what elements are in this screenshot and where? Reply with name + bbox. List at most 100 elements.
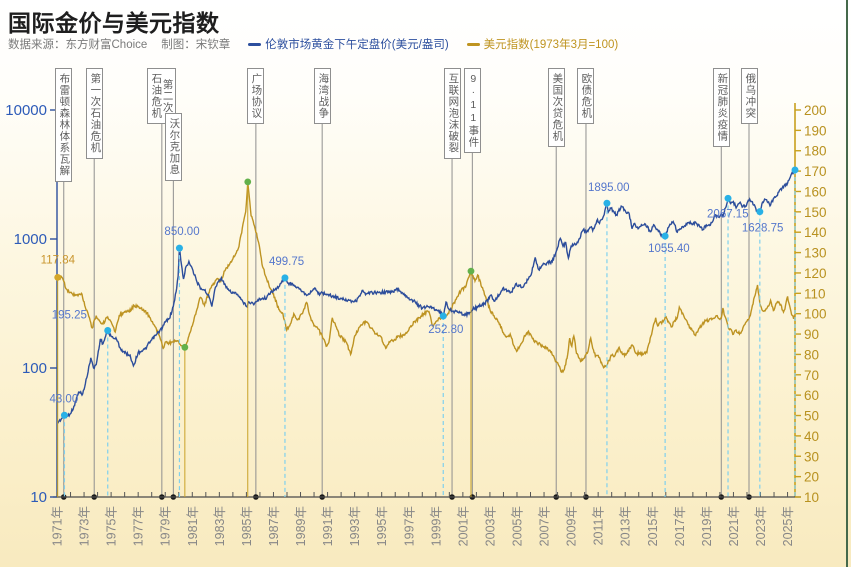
page-title: 国际金价与美元指数 bbox=[8, 10, 220, 36]
right-axis-tick-label: 110 bbox=[804, 286, 826, 301]
right-axis-tick-label: 70 bbox=[804, 368, 819, 383]
right-axis-tick-label: 130 bbox=[804, 246, 827, 261]
right-axis-tick-label: 50 bbox=[804, 409, 819, 424]
x-axis-tick-label: 1981年 bbox=[186, 506, 200, 546]
x-axis-tick-label: 1995年 bbox=[375, 506, 389, 546]
right-axis-tick-label: 180 bbox=[804, 144, 827, 159]
x-axis-tick-label: 1991年 bbox=[321, 506, 335, 546]
left-axis-tick-label: 10 bbox=[30, 489, 47, 506]
event-box-column: 新冠肺炎疫情 bbox=[716, 73, 729, 142]
event-box-column: 沃尔克加息 bbox=[168, 118, 181, 176]
x-axis-tick-label: 2023年 bbox=[754, 506, 768, 546]
x-axis-tick-label: 2025年 bbox=[781, 506, 795, 546]
data-source-label: 数据来源：东方财富Choice bbox=[8, 39, 148, 51]
left-axis-tick-label: 1000 bbox=[14, 231, 47, 248]
event-box: 欧债危机 bbox=[577, 68, 595, 124]
x-axis-tick-label: 2015年 bbox=[646, 506, 660, 546]
gold-milestone-dot bbox=[791, 166, 799, 174]
gold-annotation-label: 1628.75 bbox=[742, 223, 784, 235]
event-box: 9·11事件 bbox=[464, 68, 482, 153]
gold-milestone-dot bbox=[281, 274, 289, 282]
left-axis-tick-label: 10000 bbox=[5, 102, 47, 119]
event-box: 布雷顿森林体系瓦解 bbox=[55, 68, 73, 182]
event-box: 俄乌冲突 bbox=[741, 68, 759, 124]
gold-milestone-dot bbox=[603, 199, 611, 207]
gold-price-line bbox=[57, 168, 795, 424]
x-axis-tick-label: 2001年 bbox=[456, 506, 470, 546]
event-box: 沃尔克加息 bbox=[165, 113, 183, 181]
event-box: 广场协议 bbox=[247, 68, 265, 124]
author-label: 制图：宋钦章 bbox=[161, 39, 231, 51]
event-box: 海湾战争 bbox=[314, 68, 332, 124]
subtitle-row: 数据来源：东方财富Choice 制图：宋钦章 伦敦市场黄金下午定盘价(美元/盎司) 美… bbox=[8, 36, 838, 52]
x-axis-tick-label: 2017年 bbox=[673, 506, 687, 546]
event-box-column: 布雷顿森林体系瓦解 bbox=[58, 73, 71, 177]
x-axis-tick-label: 2013年 bbox=[619, 506, 633, 546]
right-axis-tick-label: 100 bbox=[804, 307, 827, 322]
x-axis-tick-label: 1999年 bbox=[429, 506, 443, 546]
dollar-index-line bbox=[57, 181, 795, 374]
right-axis-tick-label: 60 bbox=[804, 388, 819, 403]
right-axis-tick-label: 170 bbox=[804, 164, 827, 179]
gold-milestone-dot bbox=[104, 327, 112, 335]
right-axis-tick-label: 20 bbox=[804, 470, 819, 485]
dxy-extreme-dot bbox=[467, 267, 475, 275]
x-axis-tick-label: 1997年 bbox=[402, 506, 416, 546]
x-axis-tick-label: 1989年 bbox=[294, 506, 308, 546]
header: 国际金价与美元指数 bbox=[8, 4, 220, 38]
gold-milestone-dot bbox=[60, 411, 68, 419]
event-box-column: 互联网泡沫破裂 bbox=[447, 73, 460, 154]
gold-annotation-label: 850.00 bbox=[164, 226, 199, 238]
right-axis-tick-label: 150 bbox=[804, 205, 827, 220]
x-axis-tick-label: 1979年 bbox=[159, 506, 173, 546]
left-axis-tick-label: 100 bbox=[22, 360, 47, 377]
x-axis-tick-label: 2009年 bbox=[565, 506, 579, 546]
gold-annotation-label: 1055.40 bbox=[648, 243, 690, 255]
x-axis-tick-label: 2011年 bbox=[592, 506, 606, 545]
dxy-extreme-dot bbox=[244, 178, 252, 186]
event-box: 互联网泡沫破裂 bbox=[444, 68, 462, 159]
legend-dash-icon bbox=[466, 43, 480, 47]
gold-annotation-label: 1895.00 bbox=[588, 182, 630, 194]
event-box: 美国次贷危机 bbox=[548, 68, 566, 147]
gold-milestone-dot bbox=[175, 244, 183, 252]
event-box-column: 广场协议 bbox=[250, 73, 263, 119]
gold-milestone-dot bbox=[756, 208, 764, 216]
x-axis-tick-label: 1987年 bbox=[267, 506, 281, 546]
x-axis-tick-label: 2005年 bbox=[510, 506, 524, 546]
right-green-border bbox=[846, 0, 848, 567]
right-axis-tick-label: 80 bbox=[804, 347, 819, 362]
x-axis-tick-label: 2003年 bbox=[483, 506, 497, 546]
event-box-column: 海湾战争 bbox=[317, 73, 330, 119]
event-box: 第一次石油危机 bbox=[86, 68, 104, 159]
x-axis-tick-label: 1973年 bbox=[78, 506, 92, 546]
gold-annotation-label: 195.25 bbox=[52, 310, 87, 322]
right-axis-tick-label: 40 bbox=[804, 429, 819, 444]
right-axis-tick-label: 90 bbox=[804, 327, 819, 342]
gold-milestone-dot bbox=[661, 232, 669, 240]
legend-label: 伦敦市场黄金下午定盘价(美元/盎司) bbox=[265, 39, 449, 51]
right-axis-tick-label: 120 bbox=[804, 266, 827, 281]
event-box-column: 第一次石油危机 bbox=[89, 73, 102, 154]
x-axis-tick-label: 1975年 bbox=[105, 506, 119, 546]
legend-dash-icon bbox=[248, 43, 262, 47]
x-axis-tick-label: 2019年 bbox=[700, 506, 714, 546]
x-axis-tick-label: 1993年 bbox=[348, 506, 362, 546]
right-axis-tick-label: 140 bbox=[804, 225, 827, 240]
gold-annotation-label: 43.00 bbox=[49, 393, 78, 405]
gold-annotation-label: 2067.15 bbox=[707, 208, 749, 220]
x-axis-tick-label: 2021年 bbox=[727, 506, 741, 546]
event-box: 新冠肺炎疫情 bbox=[713, 68, 731, 147]
right-axis-tick-label: 30 bbox=[804, 449, 819, 464]
x-axis-tick-label: 2007年 bbox=[538, 506, 552, 546]
event-box-column: 美国次贷危机 bbox=[551, 73, 564, 142]
x-axis-tick-label: 1971年 bbox=[51, 506, 65, 546]
dxy-annotation-label: 117.84 bbox=[41, 254, 76, 266]
right-axis-tick-label: 200 bbox=[804, 103, 827, 118]
dxy-start-dot bbox=[54, 273, 62, 281]
legend-item-gold-price: 伦敦市场黄金下午定盘价(美元/盎司) bbox=[248, 39, 449, 51]
gold-annotation-label: 252.80 bbox=[428, 324, 463, 336]
gold-annotation-label: 499.75 bbox=[269, 256, 304, 268]
